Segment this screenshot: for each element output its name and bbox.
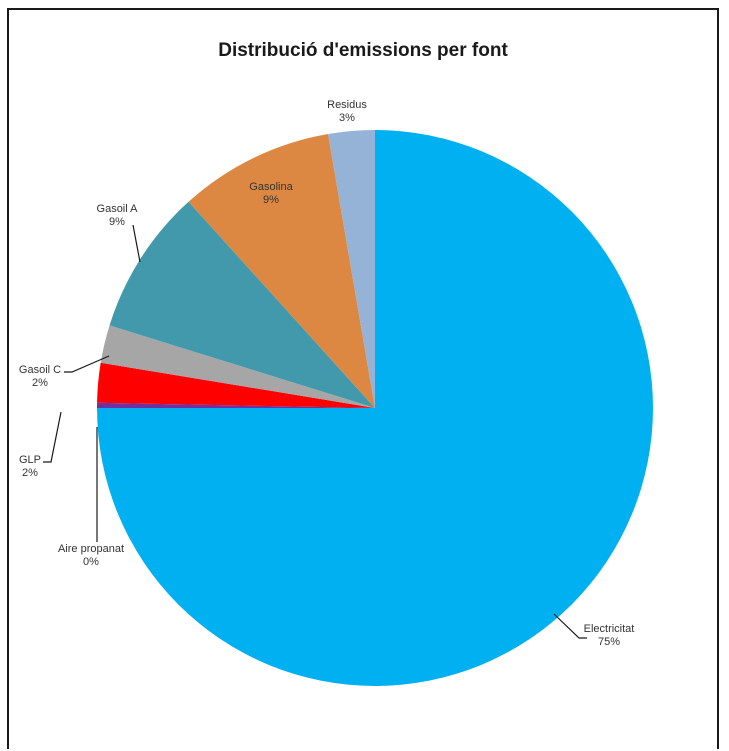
slice-label-gasoil-a: Gasoil A (97, 203, 139, 215)
pie-slice-residus (328, 130, 375, 408)
leader-line-electricitat (553, 613, 587, 639)
leader-lines (43, 224, 587, 639)
slice-label-aire-propanat: Aire propanat (58, 543, 124, 555)
slice-label-electricitat: Electricitat (584, 623, 635, 635)
slice-label-gasolina: Gasolina (249, 181, 293, 193)
leader-line-gasoil-a (132, 224, 141, 263)
pie-slice-aire-propanat (97, 402, 375, 408)
slice-percent-residus: 3% (339, 112, 355, 124)
slice-percent-gasolina: 9% (263, 194, 279, 206)
slice-percent-gasoil-a: 9% (109, 216, 125, 228)
slice-label-gasoil-c: Gasoil C (19, 364, 61, 376)
leader-line-gasoil-c (64, 355, 110, 373)
pie-slices (97, 130, 653, 686)
slice-label-glp: GLP (19, 454, 41, 466)
slice-label-residus: Residus (327, 99, 367, 111)
slice-percent-electricitat: 75% (598, 636, 620, 648)
chart-frame: Distribució d'emissions per font Electri… (7, 8, 719, 749)
slice-percent-aire-propanat: 0% (83, 556, 99, 568)
pie-slice-gasolina (188, 133, 375, 408)
slice-percent-glp: 2% (22, 467, 38, 479)
pie-slice-glp (97, 362, 376, 408)
pie-slice-gasoil-a (109, 201, 376, 408)
slice-percent-gasoil-c: 2% (32, 377, 48, 389)
pie-slice-gasoil-c (100, 325, 375, 408)
leader-line-glp (43, 411, 62, 463)
pie-chart: Distribució d'emissions per font Electri… (19, 40, 653, 686)
chart-title: Distribució d'emissions per font (218, 40, 508, 61)
